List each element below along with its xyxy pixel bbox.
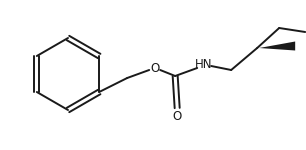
Polygon shape xyxy=(259,42,295,51)
Text: O: O xyxy=(173,111,182,123)
Text: O: O xyxy=(151,63,160,75)
Text: HN: HN xyxy=(194,57,212,70)
